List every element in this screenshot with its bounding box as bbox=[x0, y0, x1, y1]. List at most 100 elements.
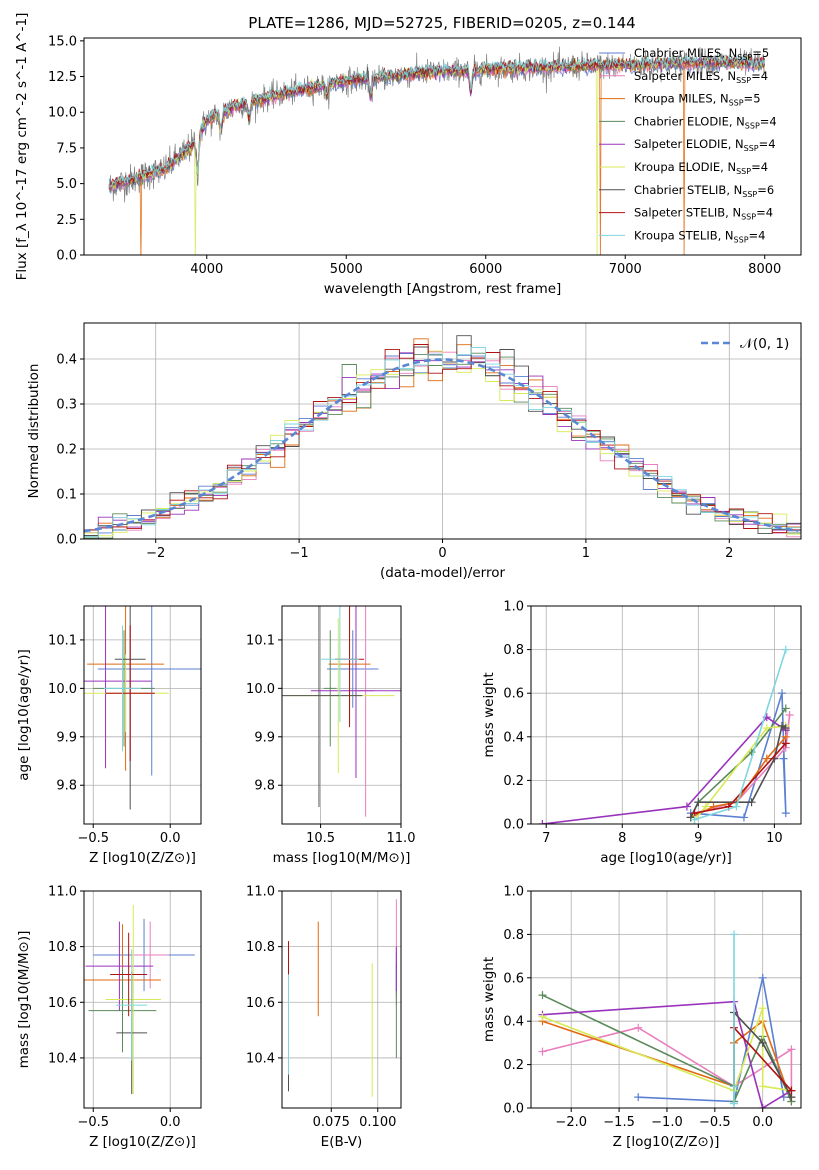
y-tick-label: 9.8 bbox=[56, 779, 77, 794]
weight-marker bbox=[690, 815, 699, 824]
weight-marker bbox=[538, 820, 547, 824]
age-vs-mass-plot-area bbox=[282, 606, 401, 817]
weight-vs-Z-plot-area bbox=[538, 930, 796, 1108]
x-tick-label: 10.5 bbox=[306, 831, 335, 846]
normal-reference-curve bbox=[84, 358, 799, 533]
residual-histogram-step bbox=[84, 347, 801, 537]
weight-vs-age-axes: 7 8 9 10 0.0 0.2 0.4 0.6 0.8 1.0 age [log10(age/yr… bbox=[481, 600, 802, 866]
mass-vs-Z-frame bbox=[83, 890, 202, 1109]
y-tick-label: 10.0 bbox=[246, 682, 275, 697]
mass-vs-EBV-axes: 0.075 0.100 10.4 10.6 10.8 11.0 E(B-V) bbox=[246, 885, 402, 1150]
weight-marker bbox=[777, 689, 786, 698]
weight-marker bbox=[729, 1082, 738, 1091]
y-tick-label: 0.4 bbox=[56, 353, 77, 368]
mass-vs-EBV-plot-area bbox=[288, 899, 397, 1097]
spectrum-axes: 4000 5000 6000 7000 8000 0.0 2.5 5.0 7.5 10.0 12.5… bbox=[14, 13, 802, 297]
y-tick-label: 0.0 bbox=[56, 533, 77, 548]
legend-nssp-eq: = bbox=[756, 206, 766, 220]
weight-marker bbox=[634, 1023, 643, 1032]
weight-marker bbox=[739, 813, 748, 822]
y-tick-label: 0.2 bbox=[503, 774, 524, 789]
weight-line bbox=[689, 724, 787, 818]
y-tick-label: 10.4 bbox=[246, 1051, 275, 1066]
weight-line bbox=[542, 1000, 792, 1108]
x-tick-label: 8 bbox=[618, 831, 626, 846]
legend-nssp-eq: = bbox=[751, 69, 761, 83]
weight-marker bbox=[762, 724, 771, 733]
legend-label: Chabrier ELODIE, NSSP=4 bbox=[634, 114, 777, 130]
x-tick-label: −1.0 bbox=[651, 1115, 683, 1130]
weight-line bbox=[693, 725, 786, 821]
legend-nssp-eq: = bbox=[744, 92, 754, 106]
legend-nssp-eq: = bbox=[757, 183, 767, 197]
weight-marker bbox=[729, 930, 738, 939]
legend-nssp-sub: SSP bbox=[736, 167, 751, 176]
x-axis-label: Z [log10(Z/Z⊙)] bbox=[89, 850, 196, 866]
legend-nssp-value: 4 bbox=[766, 206, 773, 220]
y-tick-label: 1.0 bbox=[503, 600, 524, 615]
legend-nssp-value: 5 bbox=[762, 46, 769, 60]
spectrum-plot-area bbox=[108, 46, 765, 255]
weight-line bbox=[638, 977, 785, 1103]
weight-marker bbox=[538, 1047, 547, 1056]
legend-label: 𝒩(0, 1) bbox=[740, 336, 789, 352]
legend-nssp-eq: = bbox=[760, 114, 770, 128]
residual-histogram-axes: −2 −1 0 1 2 0.0 0.1 0.2 0.3 0.4 (data-model)/error… bbox=[26, 322, 802, 581]
weight-vs-age-frame bbox=[530, 605, 802, 825]
mass-vs-EBV-frame bbox=[281, 890, 402, 1109]
x-tick-label: 2 bbox=[725, 546, 733, 561]
y-tick-label: 11.0 bbox=[48, 885, 77, 900]
weight-marker bbox=[729, 1099, 738, 1108]
y-tick-label: 10.8 bbox=[48, 940, 77, 955]
legend-model-name: Salpeter STELIB bbox=[634, 206, 725, 220]
legend-nssp-sub: SSP bbox=[745, 121, 760, 130]
y-tick-label: 0.6 bbox=[503, 687, 524, 702]
mass-vs-Z-grid bbox=[84, 890, 201, 1108]
y-tick-label: 7.5 bbox=[56, 141, 77, 156]
y-tick-label: 0.0 bbox=[503, 1102, 524, 1117]
legend-nssp-prefix: , N bbox=[729, 114, 745, 128]
y-tick-label: 10.1 bbox=[246, 633, 275, 648]
weight-marker bbox=[762, 754, 771, 763]
x-axis-label: E(B-V) bbox=[321, 1134, 363, 1150]
weight-marker bbox=[634, 1093, 643, 1102]
x-tick-label: −1 bbox=[290, 546, 309, 561]
legend-label: Chabrier STELIB, NSSP=6 bbox=[634, 183, 774, 199]
legend-model-name: Kroupa MILES bbox=[634, 92, 713, 106]
x-tick-label: 1 bbox=[582, 546, 590, 561]
y-tick-label: 9.9 bbox=[254, 730, 275, 745]
x-tick-label: −0.5 bbox=[699, 1115, 731, 1130]
weight-marker bbox=[538, 991, 547, 1000]
age-vs-mass-axes: 10.5 11.0 9.8 9.9 10.0 10.1 mass [log10(M/M⊙)] bbox=[246, 605, 416, 866]
y-tick-label: 0.6 bbox=[503, 971, 524, 986]
age-vs-Z-frame bbox=[83, 605, 202, 825]
weight-marker bbox=[781, 739, 790, 748]
weight-marker bbox=[758, 973, 767, 982]
y-tick-label: 10.8 bbox=[246, 940, 275, 955]
y-tick-label: 0.0 bbox=[503, 818, 524, 833]
weight-marker bbox=[732, 802, 741, 811]
x-tick-label: 11.0 bbox=[387, 831, 416, 846]
legend-nssp-sub: SSP bbox=[741, 213, 756, 222]
weight-marker bbox=[758, 1038, 767, 1047]
age-vs-Z-axes: −0.5 0.0 9.8 9.9 10.0 10.1 Z [log10(Z/Z⊙)] age … bbox=[16, 605, 202, 866]
y-tick-label: 0.8 bbox=[503, 928, 524, 943]
x-tick-label: 10 bbox=[766, 831, 783, 846]
x-tick-label: −1.5 bbox=[603, 1115, 635, 1130]
weight-line bbox=[694, 649, 787, 821]
age-vs-mass-frame bbox=[281, 605, 402, 825]
legend-nssp-value: 6 bbox=[767, 183, 774, 197]
weight-vs-Z-axes: −2.0 −1.5 −1.0 −0.5 0.0 0.0 0.2 0.4 0.6 0.8 1.0 Z [… bbox=[481, 885, 802, 1150]
y-tick-label: 0.3 bbox=[56, 398, 77, 413]
x-axis-label: Z [log10(Z/Z⊙)] bbox=[613, 1134, 720, 1150]
x-tick-label: −2 bbox=[146, 546, 165, 561]
mass-vs-Z-axes: −0.5 0.0 10.4 10.6 10.8 11.0 Z [log10(Z/Z⊙)] ma… bbox=[16, 885, 202, 1150]
weight-marker bbox=[781, 809, 790, 818]
weight-marker bbox=[785, 711, 794, 719]
legend-nssp-sub: SSP bbox=[737, 53, 752, 62]
figure-title: PLATE=1286, MJD=52725, FIBERID=0205, z=0… bbox=[248, 14, 635, 32]
y-axis-label: age [log10(age/yr)] bbox=[16, 649, 32, 781]
legend-nssp-prefix: , N bbox=[720, 69, 736, 83]
x-tick-label: 6000 bbox=[469, 262, 502, 277]
legend-model-name: Chabrier MILES bbox=[634, 46, 721, 60]
